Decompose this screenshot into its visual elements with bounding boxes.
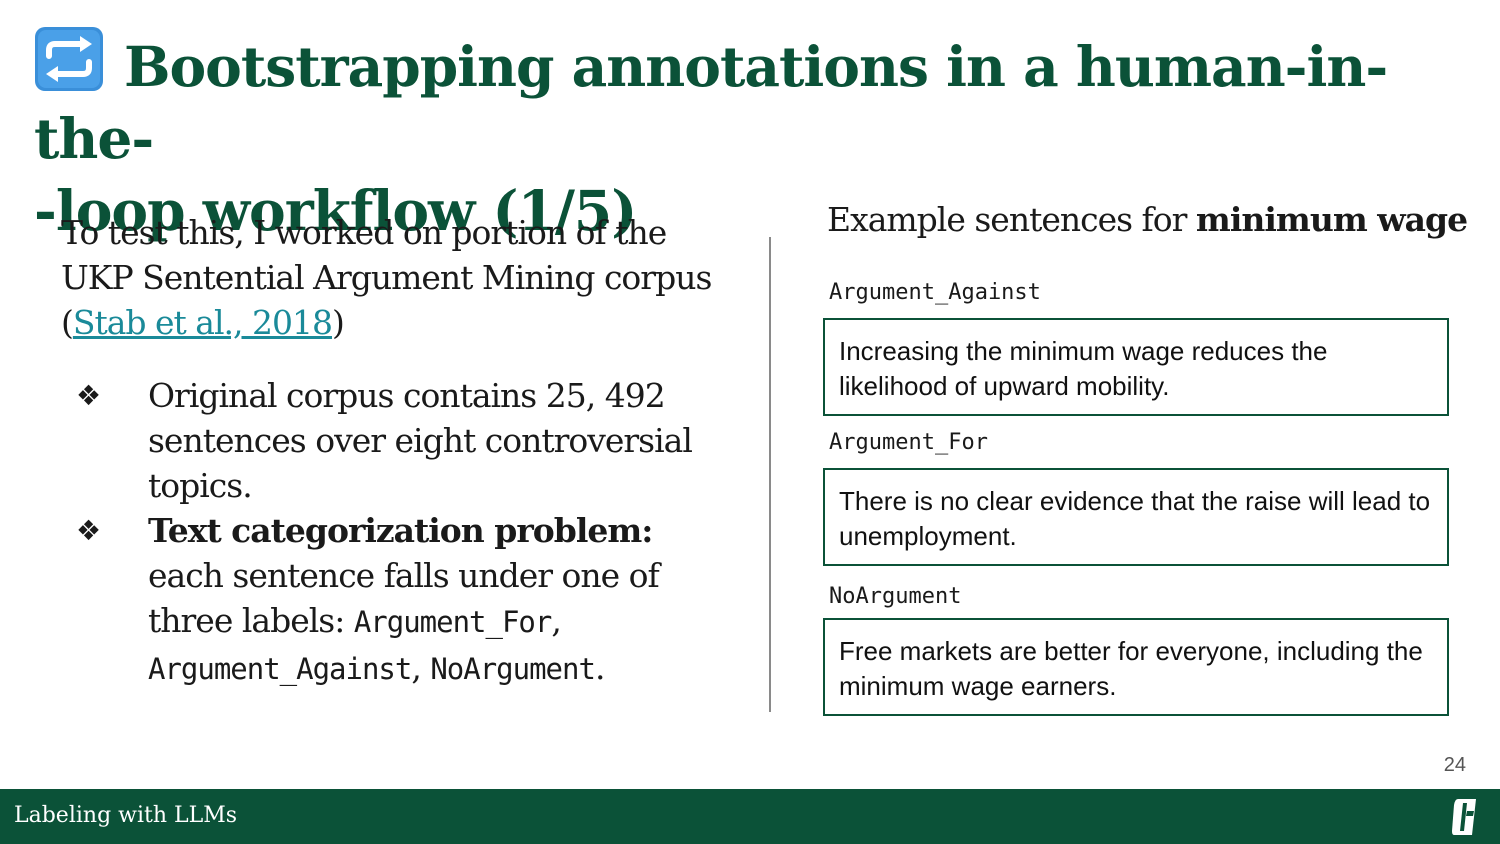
bullet-text: each sentence falls under one of three l… <box>148 556 660 640</box>
examples-heading: Example sentences for minimum wage <box>827 198 1487 242</box>
bullet-bold-text: Text categorization problem: <box>148 511 653 550</box>
diamond-cluster-icon: ❖ <box>76 514 101 547</box>
column-divider <box>769 237 771 712</box>
heading-topic: minimum wage <box>1195 200 1468 239</box>
bullet-list: ❖ Original corpus contains 25, 492 sente… <box>61 373 721 692</box>
label-code-against: Argument_Against <box>148 652 412 686</box>
label-code-none: NoArgument <box>430 652 596 686</box>
citation-link[interactable]: Stab et al., 2018 <box>72 303 333 342</box>
heading-prefix: Example sentences for <box>827 200 1196 239</box>
diamond-cluster-icon: ❖ <box>76 379 101 412</box>
title-line-1: Bootstrapping annotations in a human-in-… <box>34 34 1388 171</box>
bullet-item: ❖ Text categorization problem: each sent… <box>61 508 721 692</box>
intro-paragraph: To test this, I worked on portion of the… <box>61 210 721 345</box>
example-box-none: Free markets are better for everyone, in… <box>823 618 1449 716</box>
left-column: To test this, I worked on portion of the… <box>61 210 721 692</box>
separator: , <box>551 601 561 640</box>
title-line-2: -loop workflow (1/5) <box>34 178 637 243</box>
period: . <box>594 648 605 687</box>
bullet-text: Original corpus contains 25, 492 sentenc… <box>148 376 693 505</box>
bullet-item: ❖ Original corpus contains 25, 492 sente… <box>61 373 721 508</box>
intro-close: ) <box>332 303 345 342</box>
footer-text: Labeling with LLMs <box>14 803 238 828</box>
separator: , <box>411 648 431 687</box>
example-label-against: Argument_Against <box>829 280 1041 305</box>
example-box-against: Increasing the minimum wage reduces the … <box>823 318 1449 416</box>
university-logo-icon <box>1450 797 1478 837</box>
page-number: 24 <box>1443 754 1466 776</box>
label-code-for: Argument_For <box>353 605 553 639</box>
example-box-for: There is no clear evidence that the rais… <box>823 468 1449 566</box>
example-label-for: Argument_For <box>829 430 988 455</box>
footer-bar: Labeling with LLMs <box>0 789 1500 844</box>
repeat-arrows-icon <box>34 26 104 92</box>
intro-text: To test this, I worked on portion of the… <box>61 213 712 342</box>
example-label-none: NoArgument <box>829 584 962 609</box>
slide-title: Bootstrapping annotations in a human-in-… <box>34 26 1474 247</box>
